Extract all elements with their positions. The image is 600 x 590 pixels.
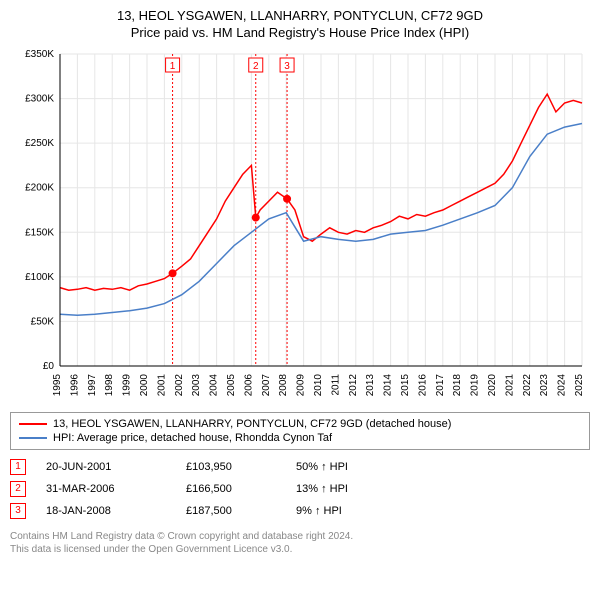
event-delta: 9% ↑ HPI	[296, 505, 342, 517]
event-row: 2 31-MAR-2006 £166,500 13% ↑ HPI	[10, 478, 590, 500]
svg-text:£300K: £300K	[25, 93, 54, 104]
svg-text:1999: 1999	[122, 373, 133, 396]
svg-text:2020: 2020	[487, 373, 498, 396]
svg-text:2003: 2003	[191, 373, 202, 396]
svg-text:2007: 2007	[261, 373, 272, 396]
svg-text:1: 1	[170, 61, 176, 72]
svg-text:£150K: £150K	[25, 227, 54, 238]
event-marker-icon: 1	[10, 459, 26, 475]
svg-text:1998: 1998	[104, 373, 115, 396]
svg-text:£0: £0	[43, 361, 55, 372]
event-price: £103,950	[186, 461, 276, 473]
event-price: £187,500	[186, 505, 276, 517]
chart-title: 13, HEOL YSGAWEN, LLANHARRY, PONTYCLUN, …	[10, 8, 590, 42]
event-delta: 13% ↑ HPI	[296, 483, 348, 495]
svg-text:2022: 2022	[522, 373, 533, 396]
svg-text:2000: 2000	[139, 373, 150, 396]
svg-text:£350K: £350K	[25, 49, 54, 60]
svg-text:2004: 2004	[209, 373, 220, 396]
svg-text:2021: 2021	[504, 373, 515, 396]
event-marker-icon: 2	[10, 481, 26, 497]
svg-text:£200K: £200K	[25, 182, 54, 193]
svg-text:2023: 2023	[539, 373, 550, 396]
svg-text:£50K: £50K	[31, 316, 55, 327]
svg-text:2015: 2015	[400, 373, 411, 396]
footer-line: This data is licensed under the Open Gov…	[10, 543, 590, 556]
svg-text:2024: 2024	[557, 373, 568, 396]
svg-text:2016: 2016	[417, 373, 428, 396]
event-date: 18-JAN-2008	[46, 505, 166, 517]
svg-text:2012: 2012	[348, 373, 359, 396]
svg-text:2018: 2018	[452, 373, 463, 396]
svg-text:2002: 2002	[174, 373, 185, 396]
svg-text:£100K: £100K	[25, 272, 54, 283]
svg-text:£250K: £250K	[25, 138, 54, 149]
event-date: 31-MAR-2006	[46, 483, 166, 495]
event-delta: 50% ↑ HPI	[296, 461, 348, 473]
svg-text:2005: 2005	[226, 373, 237, 396]
svg-text:2013: 2013	[365, 373, 376, 396]
svg-text:1995: 1995	[52, 373, 63, 396]
svg-text:2025: 2025	[574, 373, 585, 396]
footer-attribution: Contains HM Land Registry data © Crown c…	[10, 530, 590, 556]
svg-text:2011: 2011	[330, 373, 341, 395]
event-row: 1 20-JUN-2001 £103,950 50% ↑ HPI	[10, 456, 590, 478]
chart-plot: £0 £50K £100K £150K £200K £250K £300K £350K 1995…	[10, 46, 590, 406]
events-table: 1 20-JUN-2001 £103,950 50% ↑ HPI 2 31-MA…	[10, 456, 590, 522]
svg-text:2009: 2009	[296, 373, 307, 396]
chart-container: 13, HEOL YSGAWEN, LLANHARRY, PONTYCLUN, …	[0, 0, 600, 562]
svg-text:2: 2	[253, 61, 259, 72]
event-date: 20-JUN-2001	[46, 461, 166, 473]
legend: 13, HEOL YSGAWEN, LLANHARRY, PONTYCLUN, …	[10, 412, 590, 450]
legend-label: 13, HEOL YSGAWEN, LLANHARRY, PONTYCLUN, …	[53, 418, 451, 430]
svg-text:2017: 2017	[435, 373, 446, 396]
svg-text:2001: 2001	[156, 373, 167, 396]
svg-text:2010: 2010	[313, 373, 324, 396]
event-price: £166,500	[186, 483, 276, 495]
svg-text:2008: 2008	[278, 373, 289, 396]
chart-svg: £0 £50K £100K £150K £200K £250K £300K £350K 1995…	[10, 46, 590, 406]
footer-line: Contains HM Land Registry data © Crown c…	[10, 530, 590, 543]
legend-item: HPI: Average price, detached house, Rhon…	[19, 431, 581, 445]
title-line-1: 13, HEOL YSGAWEN, LLANHARRY, PONTYCLUN, …	[10, 8, 590, 25]
title-line-2: Price paid vs. HM Land Registry's House …	[10, 25, 590, 42]
svg-text:3: 3	[284, 61, 290, 72]
svg-text:1997: 1997	[87, 373, 98, 396]
svg-text:1996: 1996	[69, 373, 80, 396]
legend-label: HPI: Average price, detached house, Rhon…	[53, 432, 332, 444]
legend-swatch	[19, 437, 47, 439]
event-marker-icon: 3	[10, 503, 26, 519]
legend-swatch	[19, 423, 47, 425]
legend-item: 13, HEOL YSGAWEN, LLANHARRY, PONTYCLUN, …	[19, 417, 581, 431]
svg-text:2019: 2019	[470, 373, 481, 396]
event-row: 3 18-JAN-2008 £187,500 9% ↑ HPI	[10, 500, 590, 522]
svg-text:2014: 2014	[383, 373, 394, 396]
svg-text:2006: 2006	[243, 373, 254, 396]
